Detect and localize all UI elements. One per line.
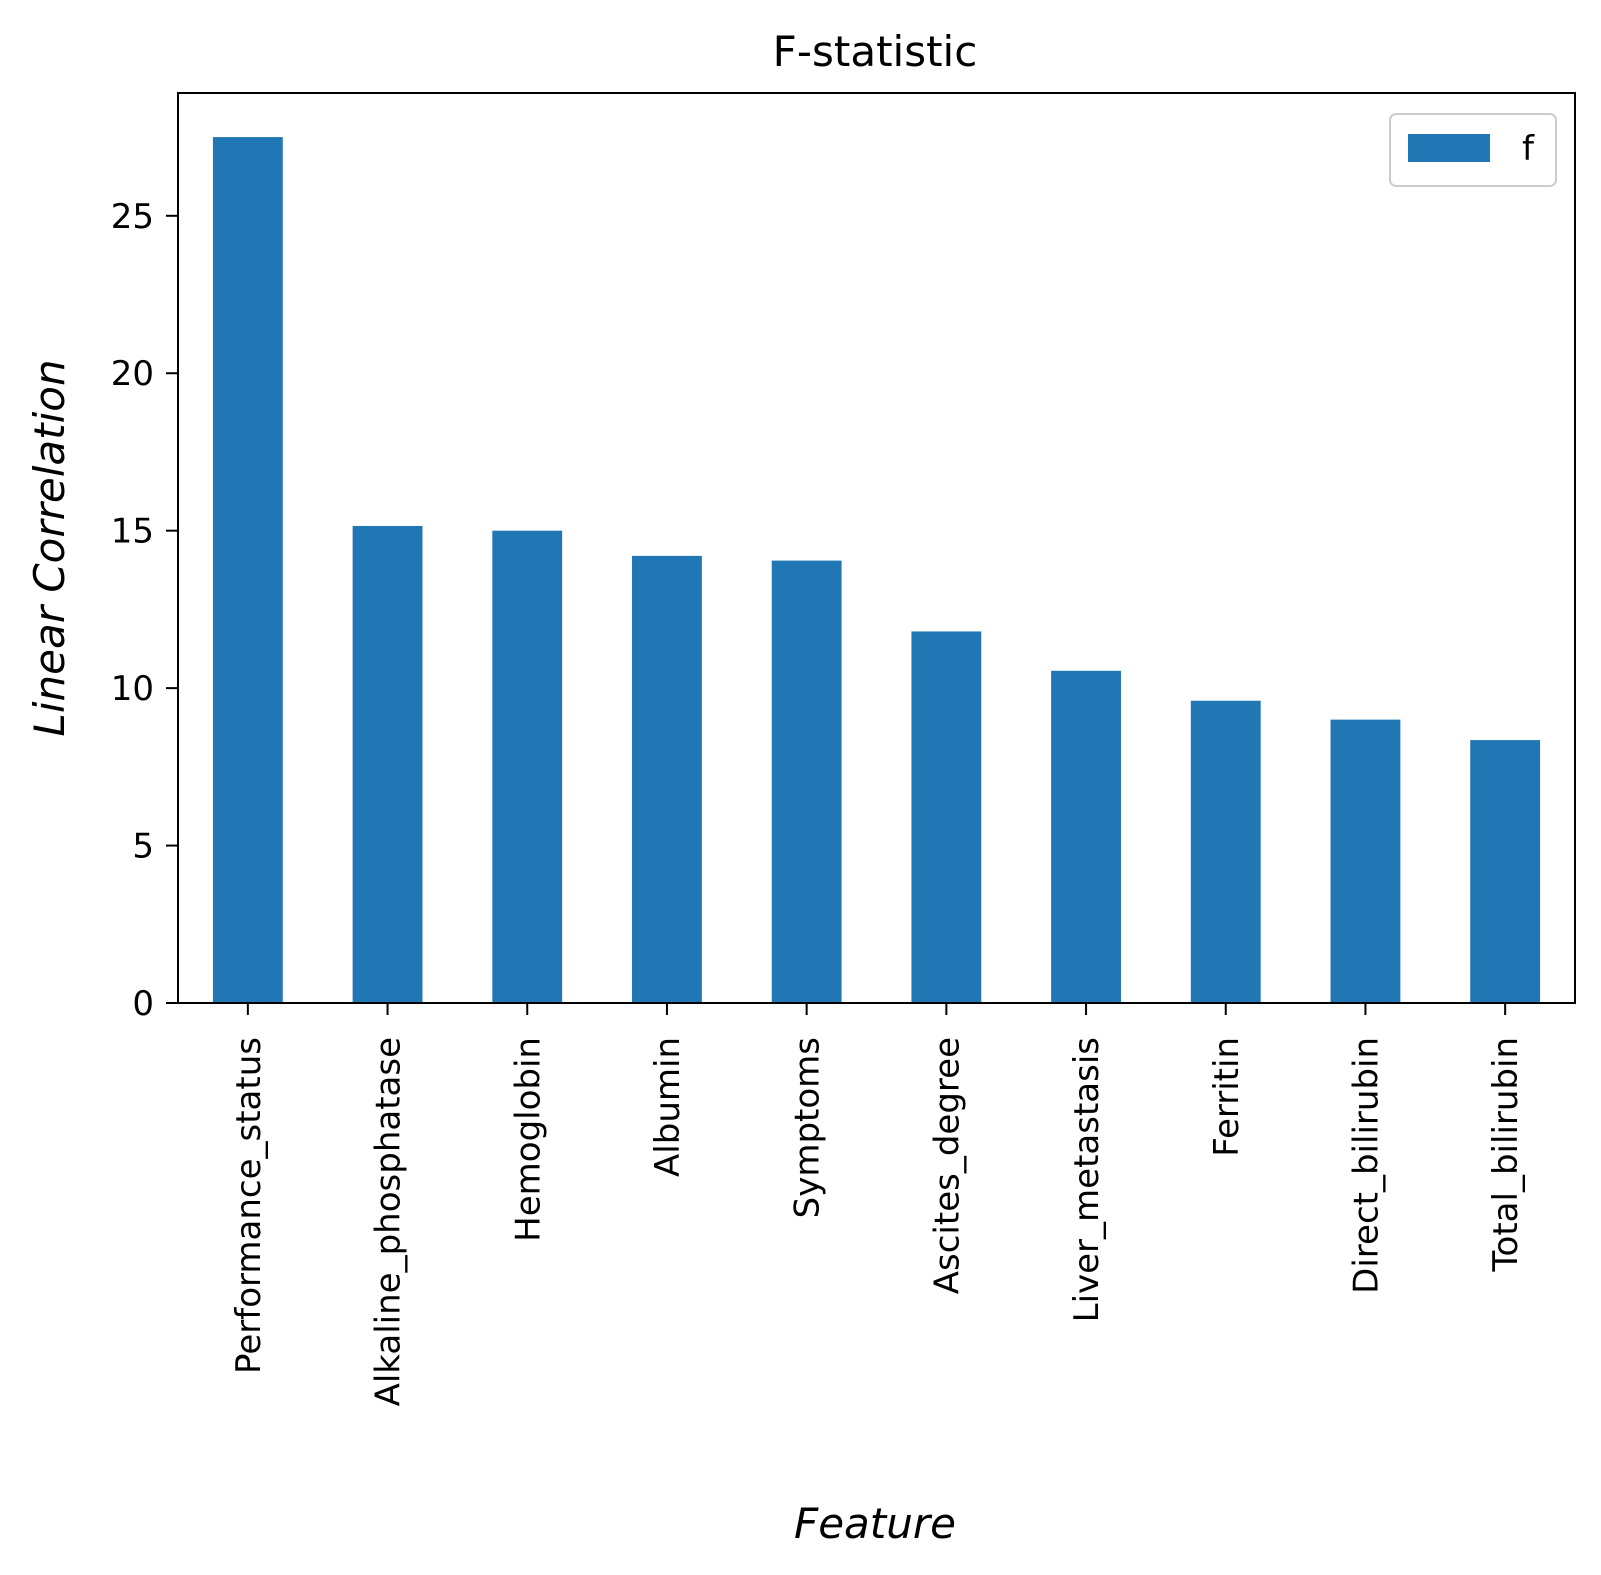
legend-label: f [1522,129,1535,169]
y-tick-label: 10 [111,669,154,709]
x-tick-label: Total_bilirubin [1486,1037,1526,1272]
x-tick-label: Liver_metastasis [1067,1037,1107,1322]
legend-swatch [1408,134,1490,162]
bar-direct-bilirubin [1330,719,1401,1003]
x-tick-label: Ascites_degree [927,1037,967,1294]
y-tick-label: 0 [132,984,154,1024]
y-tick-label: 25 [111,197,154,237]
x-tick-label: Ferritin [1207,1037,1247,1157]
y-tick-label: 20 [111,354,154,394]
chart-title: F-statistic [773,27,978,76]
y-ticks-group: 0 5 10 15 20 25 [111,197,178,1024]
x-tick-label: Alkaline_phosphatase [369,1037,409,1406]
bar-albumin [632,555,702,1003]
bar-performance-status [212,137,283,1004]
bar-ferritin [1190,700,1261,1003]
bar-liver-metastasis [1051,670,1121,1003]
x-tick-label: Direct_bilirubin [1346,1037,1386,1294]
bar-symptoms [771,560,842,1003]
plot-frame [177,92,1576,1004]
legend: f [1389,113,1557,187]
bars-group [212,137,1541,1004]
y-tick-label: 5 [132,827,154,867]
y-axis-label: Linear Correlation [25,359,74,736]
x-axis-label: Feature [794,1499,956,1548]
bar-total-bilirubin [1470,740,1541,1003]
bar-alkaline-phosphatase [352,525,423,1003]
x-ticks-group: Performance_status Alkaline_phosphatase He… [229,1003,1526,1406]
bar-hemoglobin [492,530,563,1003]
bar-ascites-degree [911,631,982,1003]
y-tick-label: 15 [111,512,154,552]
x-tick-label: Performance_status [229,1037,269,1374]
x-tick-label: Albumin [648,1037,688,1177]
x-tick-label: Hemoglobin [508,1037,548,1242]
x-tick-label: Symptoms [788,1037,828,1218]
